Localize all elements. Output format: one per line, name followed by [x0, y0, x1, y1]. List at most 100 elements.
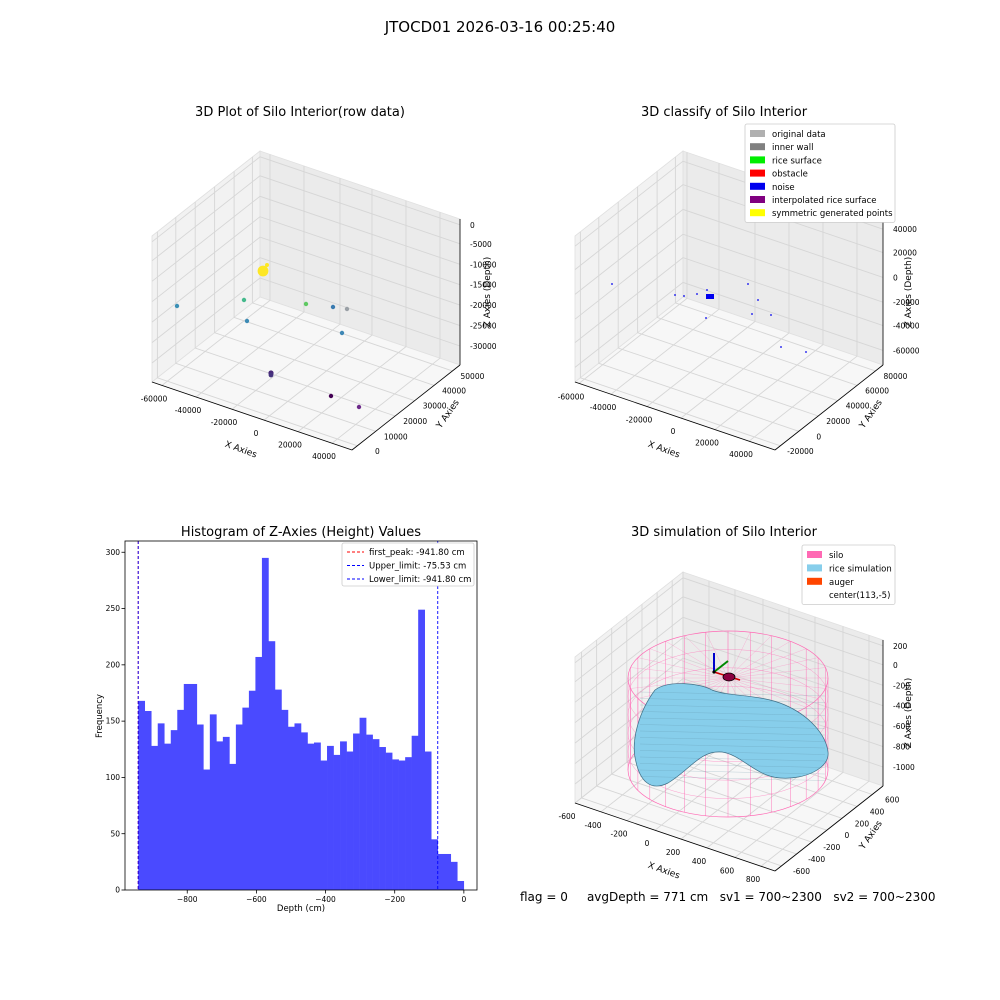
histogram-bar	[190, 683, 198, 890]
rice-mesh-line	[639, 711, 826, 716]
histogram-bar	[255, 656, 263, 890]
rice-mesh-line	[639, 691, 826, 697]
rice-mesh-line	[639, 724, 826, 729]
histogram-bar	[144, 710, 152, 890]
z-gridline	[574, 233, 884, 320]
z-gridline	[151, 195, 461, 282]
y-gridline	[617, 202, 819, 417]
y-tick-label: 400	[870, 807, 885, 816]
y-tick-label: 20000	[826, 417, 850, 426]
silo-spoke	[727, 677, 819, 699]
histogram-bar	[431, 839, 439, 890]
legend-entry: Upper_limit: -75.53 cm	[369, 562, 466, 572]
legend-entry: interpolated rice surface	[772, 196, 877, 206]
x-gridline	[760, 635, 870, 867]
z-tick-label: -10000	[470, 260, 497, 269]
z-tick-label: 20000	[893, 249, 917, 258]
status-line: flag = 0 avgDepth = 771 cm sv1 = 700~230…	[520, 890, 936, 904]
y-tick-label: 300	[106, 548, 121, 557]
x-tick-label: 40000	[312, 452, 336, 461]
x-gridline	[331, 212, 441, 444]
x-gridline	[610, 163, 720, 395]
histogram-bar	[151, 745, 159, 890]
noise-point	[770, 314, 772, 316]
x-tick-label: -20000	[211, 418, 238, 427]
z-gridline	[574, 657, 884, 744]
z-tick-label: -20000	[470, 301, 497, 310]
y-gridline	[674, 156, 876, 372]
x-gridline	[680, 187, 790, 419]
y-tick-label: 0	[115, 886, 120, 895]
rice-mesh-line	[639, 776, 826, 781]
x-tick-label: 40000	[729, 450, 753, 459]
rice-mesh-line	[639, 737, 826, 742]
histogram-bar	[385, 752, 393, 890]
histogram-bar	[457, 880, 465, 890]
y-tick-label: 40000	[846, 402, 870, 411]
histogram-bar	[274, 689, 282, 890]
silo-spoke	[727, 635, 772, 679]
y-tick-label: -20000	[787, 447, 814, 456]
x-axis-label: X Axies	[223, 440, 258, 461]
histogram-bar	[164, 743, 172, 890]
histogram-bar	[418, 609, 425, 890]
y-axis-line	[774, 364, 884, 451]
z-tick-label: -30000	[470, 342, 497, 351]
noise-point	[805, 351, 807, 353]
y-gridline	[579, 231, 781, 447]
silo-spoke	[705, 632, 729, 679]
rice-mesh-line	[639, 750, 826, 755]
x-tick-label: 600	[720, 866, 735, 875]
histogram-bar	[196, 724, 204, 890]
y-axis-line	[774, 785, 884, 872]
rice-surface	[633, 683, 829, 787]
data-point	[257, 265, 269, 277]
chart-title: Histogram of Z-Axies (Height) Values	[181, 525, 421, 540]
x-tick-label: 20000	[695, 439, 719, 448]
sv1-text: sv1 = 700~2300	[719, 890, 822, 904]
histogram-bar	[138, 700, 146, 890]
histogram-bar	[405, 757, 412, 890]
data-point	[339, 330, 345, 336]
z-tick-label: -40000	[893, 322, 920, 331]
silo-spoke	[727, 632, 751, 679]
x-tick-label: 0	[254, 429, 259, 438]
noise-point	[705, 317, 707, 319]
x-tick-label: -40000	[175, 406, 202, 415]
histogram-bar	[359, 717, 367, 890]
panel-simulation-3d: 3D simulation of Silo Interior -600 -400 -2…	[558, 525, 915, 884]
histogram-bar	[300, 732, 308, 890]
histogram-bar	[261, 557, 269, 890]
y-tick-label: 250	[106, 604, 121, 613]
histogram-bar	[229, 763, 237, 890]
y-tick-label: 100	[106, 773, 121, 782]
y-gridline	[626, 616, 827, 831]
z-gridline	[574, 637, 884, 724]
z-tick-label: -60000	[893, 346, 920, 355]
legend-entry: original data	[772, 130, 826, 140]
x-tick-label: -60000	[141, 394, 168, 403]
y-tick-label: -400	[808, 855, 825, 864]
histogram-bar	[327, 745, 334, 890]
legend-swatch	[807, 551, 822, 558]
z-tick-label: 0	[470, 221, 475, 230]
noise-point	[747, 283, 749, 285]
histogram-bar	[366, 734, 373, 890]
y-gridline	[214, 186, 415, 402]
data-point	[330, 304, 336, 310]
rice-mesh-line	[639, 769, 826, 775]
y-gridline	[596, 640, 797, 855]
panel-raw-data-3d: 3D Plot of Silo Interior(row data) -60000…	[141, 105, 497, 461]
z-axis-label: Z Axies (Depth)	[483, 257, 493, 328]
noise-point	[611, 283, 613, 285]
x-tick-label: 0	[645, 839, 650, 848]
noise-point	[780, 346, 782, 348]
x-gridline	[161, 154, 271, 386]
center-marker	[712, 670, 716, 674]
z-tick-label: -800	[893, 743, 910, 752]
legend-entry: symmetric generated points	[772, 209, 893, 219]
z-gridline	[151, 156, 461, 243]
legend-swatch	[807, 577, 822, 585]
histogram-bar	[287, 726, 295, 890]
